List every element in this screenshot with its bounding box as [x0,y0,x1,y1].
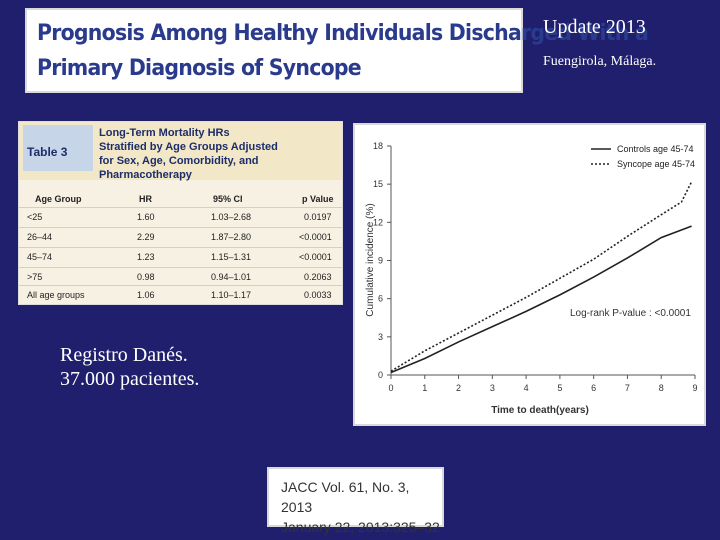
y-axis-label: Cumulative incidence (%) [365,203,376,316]
slide-title-line-1: Prognosis Among Healthy Individuals Disc… [37,21,649,46]
registry-note: Registro Danés. 37.000 pacientes. [60,343,199,391]
column-header-ci: 95% CI [213,194,243,204]
x-tick-label: 1 [422,383,427,393]
x-tick-label: 7 [625,383,630,393]
x-tick-label: 6 [591,383,596,393]
x-tick-label: 9 [692,383,697,393]
table-cell: 0.0033 [304,290,332,300]
table-cell: 2.29 [137,232,155,242]
table-cell: >75 [27,272,43,282]
table-cell: 26–44 [27,232,53,242]
column-header-age: Age Group [35,194,82,204]
table-cell: 1.15–1.31 [211,252,252,262]
table-cell: 1.03–2.68 [211,212,252,222]
y-tick-label: 18 [373,141,383,151]
legend-label: Controls age 45-74 [617,144,694,154]
table-row: 26–44 2.29 1.87–2.80 <0.0001 [19,227,342,246]
x-tick-label: 8 [659,383,664,393]
table-row: 45–74 1.23 1.15–1.31 <0.0001 [19,247,342,266]
registry-line-2: 37.000 pacientes. [60,368,200,390]
x-tick-label: 4 [524,383,529,393]
table-cell: 45–74 [27,252,53,262]
table-row: <25 1.60 1.03–2.68 0.0197 [19,207,342,226]
series-line [390,225,692,374]
table-cell: <25 [27,212,43,222]
update-label: Update 2013 Fuengirola, Málaga. [543,15,693,71]
table-header: Table 3 Long-Term Mortality HRs Stratifi… [19,122,342,182]
y-tick-label: 0 [378,370,383,380]
table-cell: <0.0001 [299,252,332,262]
citation-box: JACC Vol. 61, No. 3, 2013 January 22, 20… [267,467,444,535]
table-title: Long-Term Mortality HRs Stratified by Ag… [99,126,342,182]
table-row: All age groups 1.06 1.10–1.17 0.0033 [19,285,342,304]
table-cell: 1.23 [137,252,155,262]
legend-label: Syncope age 45-74 [617,159,695,169]
x-tick-label: 5 [557,383,562,393]
table-cell: 0.94–1.01 [211,272,252,282]
y-tick-label: 15 [373,179,383,189]
x-tick-label: 2 [456,383,461,393]
mortality-table: Table 3 Long-Term Mortality HRs Stratifi… [18,121,343,305]
table-row: >75 0.98 0.94–1.01 0.2063 [19,267,342,286]
series-line [390,181,693,372]
column-header-p: p Value [302,194,334,204]
y-tick-label: 6 [378,294,383,304]
y-tick-label: 3 [378,332,383,342]
table-title-line: Stratified by Age Groups Adjusted [99,141,278,153]
table-cell: <0.0001 [299,232,332,242]
table-cell: 1.60 [137,212,155,222]
table-cell: All age groups [27,290,85,300]
registry-line-1: Registro Danés. [60,344,188,366]
slide-title: Prognosis Among Healthy Individuals Disc… [37,16,649,86]
table-cell: 0.2063 [304,272,332,282]
table-title-line: Long-Term Mortality HRs [99,127,230,139]
update-year: Update 2013 [543,16,646,38]
table-label: Table 3 [23,125,93,171]
table-cell: 1.87–2.80 [211,232,252,242]
column-header-hr: HR [139,194,152,204]
table-cell: 0.98 [137,272,155,282]
incidence-chart-panel: 0 3 6 9 12 15 18 0 1 2 3 4 5 6 7 8 9 Controls age 45-74 S… [353,123,706,426]
table-cell: 1.06 [137,290,155,300]
update-location: Fuengirola, Málaga. [543,54,657,69]
x-tick-label: 3 [490,383,495,393]
x-tick-label: 0 [388,383,393,393]
title-panel: Prognosis Among Healthy Individuals Disc… [25,8,649,93]
y-tick-label: 9 [378,256,383,266]
x-axis-label: Time to death(years) [491,405,589,416]
chart-annotation: Log-rank P-value : <0.0001 [570,308,691,319]
table-cell: 1.10–1.17 [211,290,252,300]
y-tick-label: 12 [373,217,383,227]
slide-title-line-2: Primary Diagnosis of Syncope [37,56,362,81]
table-title-line: for Sex, Age, Comorbidity, and Pharmacot… [99,155,259,181]
table-cell: 0.0197 [304,212,332,222]
citation-line-2: January 22, 2013:325–32 [281,519,440,535]
citation-line-1: JACC Vol. 61, No. 3, 2013 [281,479,410,515]
